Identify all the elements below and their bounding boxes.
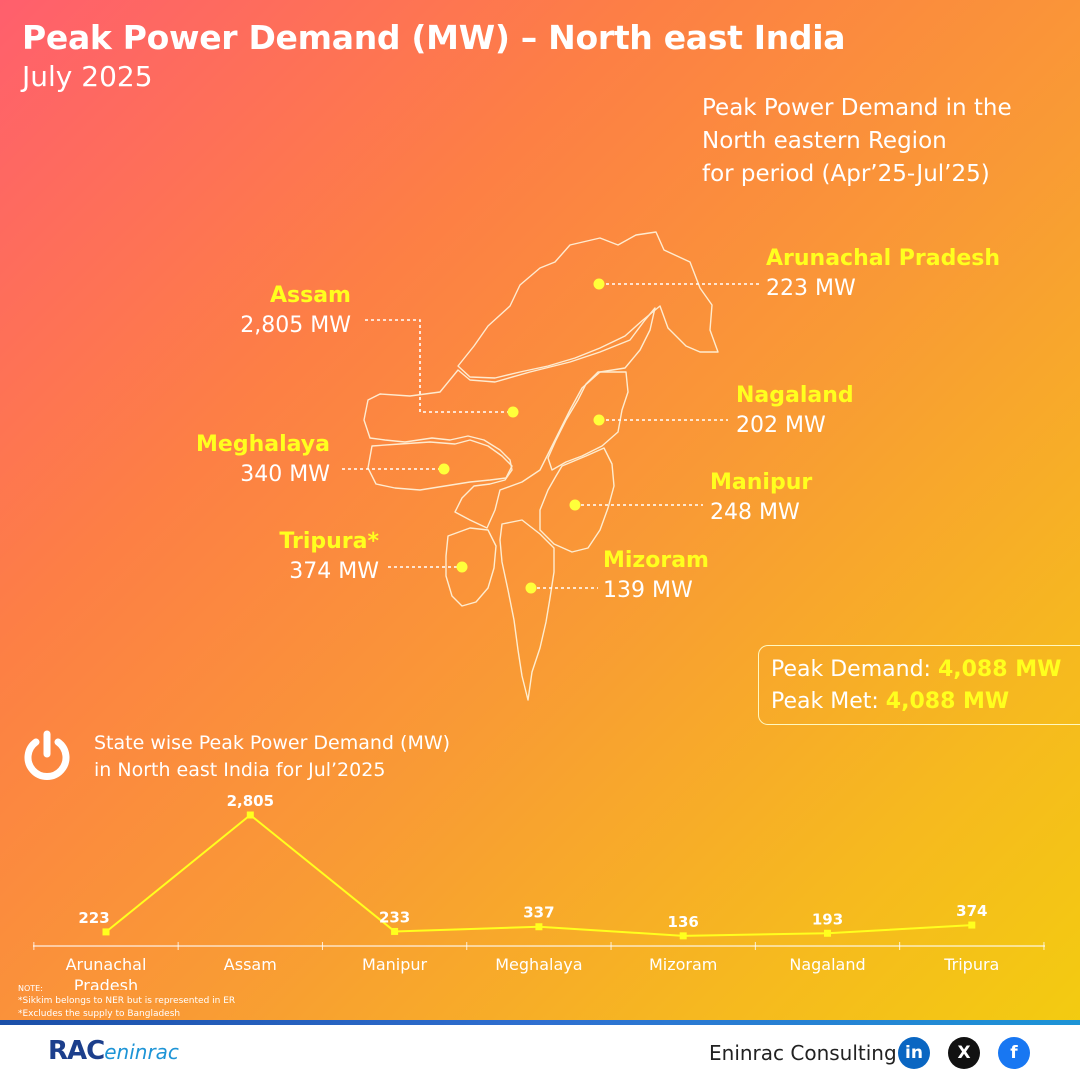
marker-meghalaya [438,463,450,475]
state-label-manipur: Manipur 248 MW [710,468,812,528]
page-title: Peak Power Demand (MW) – North east Indi… [22,18,846,57]
state-label-nagaland: Nagaland 202 MW [736,381,854,441]
data-point [391,927,399,935]
linkedin-icon[interactable]: in [898,1037,930,1069]
nagaland-outline [547,371,629,471]
logo-main: RAC [48,1036,105,1066]
state-value: 223 MW [766,276,856,301]
state-name: Manipur [710,470,813,495]
data-point [968,921,976,929]
chart-title: State wise Peak Power Demand (MW) in Nor… [94,730,450,784]
note-line: *Excludes the supply to Bangladesh [18,1009,181,1019]
state-label-arunachal: Arunachal Pradesh 223 MW [766,244,1000,304]
state-name: Nagaland [736,383,854,408]
power-icon [24,730,70,780]
chart-title-line: State wise Peak Power Demand (MW) [94,732,451,754]
data-point [246,811,254,819]
peak-demand-label: Peak Demand: [771,657,931,682]
northeast-map [363,231,719,701]
x-icon[interactable]: X [948,1037,980,1069]
arunachal-outline [457,231,719,379]
data-label: 136 [668,913,699,931]
peak-met-label: Peak Met: [771,689,879,714]
footer-bar [0,1020,1080,1025]
line-chart: 223 2,805 233 337 136 193 374 Arunachal Pradesh… [33,792,1045,990]
state-label-assam: Assam 2,805 MW [240,281,351,341]
data-label: 193 [812,910,843,928]
state-name: Arunachal Pradesh [766,246,1001,271]
marker-manipur [569,499,581,511]
intro-line: Peak Power Demand in the [702,95,1012,121]
data-label: 233 [379,908,410,926]
category-label: Mizoram [649,955,717,974]
data-label: 374 [956,902,987,920]
summary-box: Peak Demand: 4,088 MW Peak Met: 4,088 MW [758,645,1080,725]
marker-nagaland [593,414,605,426]
meghalaya-outline [367,439,513,491]
note-line: *Sikkim belongs to NER but is represente… [18,996,236,1006]
intro-line: for period (Apr’25-Jul’25) [702,161,990,187]
data-label: 223 [78,909,109,927]
peak-demand-row: Peak Demand: 4,088 MW [771,654,1080,686]
intro-text: Peak Power Demand in the North eastern R… [702,92,1012,191]
state-value: 2,805 MW [240,313,351,338]
leader-assam [365,319,513,413]
marker-arunachal [593,278,605,290]
category-label: Nagaland [789,955,865,974]
state-value: 374 MW [289,559,379,584]
marker-assam [507,406,519,418]
note-heading: NOTE: [18,984,43,993]
state-label-mizoram: Mizoram 139 MW [603,546,709,606]
state-value: 248 MW [710,500,800,525]
note: NOTE: *Sikkim belongs to NER but is repr… [18,982,235,1021]
peak-met-value: 4,088 MW [885,689,1010,714]
state-name: Tripura* [279,529,379,554]
manipur-outline [539,447,615,553]
category-label: Manipur [362,955,427,974]
assam-outline [363,307,656,529]
data-point [824,929,831,937]
company-logo: RACeninrac [48,1036,179,1066]
category-label: Assam [224,955,277,974]
page-subtitle: July 2025 [22,60,153,93]
tripura-outline [445,527,497,607]
state-value: 202 MW [736,413,826,438]
marker-mizoram [525,582,537,594]
chart-title-line: in North east India for Jul’2025 [94,759,386,781]
peak-met-row: Peak Met: 4,088 MW [771,686,1080,718]
category-label: Arunachal Pradesh [66,955,147,990]
data-label: 2,805 [227,792,274,810]
data-point [535,923,543,931]
data-label: 337 [523,904,554,922]
state-value: 139 MW [603,578,693,603]
data-point [679,932,687,940]
data-point [102,928,110,936]
logo-sub: eninrac [104,1040,179,1064]
mizoram-outline [499,519,555,701]
state-label-tripura: Tripura* 374 MW [279,527,379,587]
facebook-icon[interactable]: f [998,1037,1030,1069]
state-name: Meghalaya [196,432,330,457]
state-name: Assam [270,283,351,308]
state-value: 340 MW [240,462,330,487]
company-name: Eninrac Consulting [709,1041,897,1065]
peak-demand-value: 4,088 MW [937,657,1062,682]
intro-line: North eastern Region [702,128,947,154]
state-label-meghalaya: Meghalaya 340 MW [196,430,330,490]
marker-tripura [456,561,468,573]
state-name: Mizoram [603,548,709,573]
category-label: Tripura [943,955,999,974]
category-label: Meghalaya [495,955,582,974]
